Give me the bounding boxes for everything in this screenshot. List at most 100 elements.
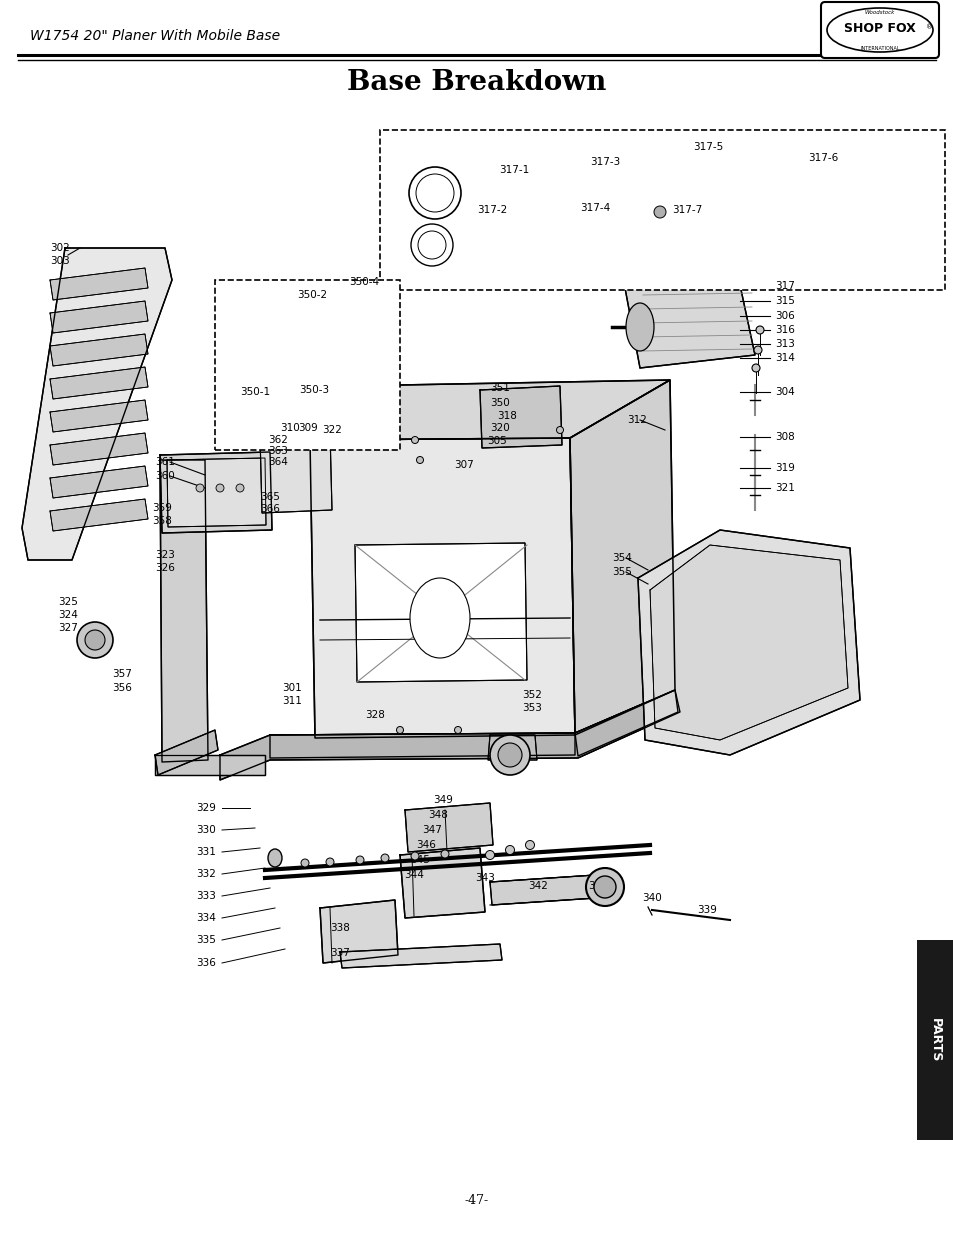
Text: 362: 362: [268, 435, 288, 445]
Text: 311: 311: [282, 697, 301, 706]
Polygon shape: [638, 530, 859, 755]
Polygon shape: [160, 459, 208, 762]
Text: 317-6: 317-6: [807, 153, 838, 163]
FancyBboxPatch shape: [214, 280, 399, 450]
Polygon shape: [154, 755, 265, 776]
Polygon shape: [339, 944, 501, 968]
Polygon shape: [647, 144, 687, 180]
Text: 314: 314: [774, 353, 794, 363]
Ellipse shape: [594, 876, 616, 898]
Ellipse shape: [301, 860, 309, 867]
Polygon shape: [778, 144, 829, 191]
Text: 353: 353: [521, 703, 541, 713]
Text: 324: 324: [58, 610, 78, 620]
Text: 359: 359: [152, 503, 172, 513]
Text: 326: 326: [154, 563, 174, 573]
Text: 361: 361: [154, 457, 174, 467]
Text: 342: 342: [527, 881, 547, 890]
Ellipse shape: [485, 851, 494, 860]
Text: 340: 340: [641, 893, 661, 903]
Polygon shape: [479, 387, 561, 448]
Text: 329: 329: [195, 803, 215, 813]
Text: 344: 344: [403, 869, 423, 881]
Ellipse shape: [440, 850, 449, 858]
Text: 317-1: 317-1: [498, 165, 529, 175]
Polygon shape: [154, 730, 218, 776]
Text: 350: 350: [490, 398, 509, 408]
Ellipse shape: [654, 206, 665, 219]
Text: 343: 343: [475, 873, 495, 883]
Text: Woodstock: Woodstock: [864, 10, 894, 15]
Polygon shape: [310, 380, 669, 440]
Text: INTERNATIONAL: INTERNATIONAL: [860, 46, 899, 51]
Text: 317: 317: [774, 282, 794, 291]
Text: 304: 304: [774, 387, 794, 396]
Text: 346: 346: [416, 840, 436, 850]
Text: 349: 349: [433, 795, 453, 805]
Text: 317-7: 317-7: [671, 205, 701, 215]
Polygon shape: [160, 452, 272, 534]
Text: 351: 351: [490, 383, 509, 393]
Ellipse shape: [85, 630, 105, 650]
Ellipse shape: [505, 846, 514, 855]
Text: PARTS: PARTS: [927, 1018, 941, 1062]
Text: 328: 328: [365, 710, 384, 720]
Text: 335: 335: [195, 935, 215, 945]
Text: 319: 319: [774, 463, 794, 473]
Text: 337: 337: [330, 948, 350, 958]
Ellipse shape: [751, 364, 760, 372]
FancyBboxPatch shape: [379, 130, 944, 290]
Bar: [916, 940, 953, 1140]
Polygon shape: [50, 400, 148, 432]
Polygon shape: [490, 876, 597, 905]
Text: 363: 363: [268, 446, 288, 456]
Text: W1754 20" Planer With Mobile Base: W1754 20" Planer With Mobile Base: [30, 28, 280, 43]
Text: -47-: -47-: [464, 1193, 489, 1207]
Ellipse shape: [77, 622, 112, 658]
Text: 323: 323: [154, 550, 174, 559]
Text: 331: 331: [195, 847, 215, 857]
Polygon shape: [294, 293, 314, 352]
Polygon shape: [50, 301, 148, 333]
Text: 354: 354: [612, 553, 631, 563]
Text: 322: 322: [322, 425, 341, 435]
Polygon shape: [355, 543, 526, 682]
Ellipse shape: [411, 852, 418, 860]
Ellipse shape: [235, 484, 244, 492]
Text: 317-4: 317-4: [579, 203, 610, 212]
Text: 332: 332: [195, 869, 215, 879]
Text: 308: 308: [774, 432, 794, 442]
Text: 350-2: 350-2: [296, 290, 327, 300]
Ellipse shape: [396, 726, 403, 734]
Text: 364: 364: [268, 457, 288, 467]
Text: 306: 306: [774, 311, 794, 321]
Text: 307: 307: [454, 459, 474, 471]
Polygon shape: [50, 433, 148, 466]
Text: 327: 327: [58, 622, 78, 634]
Polygon shape: [22, 248, 172, 559]
Polygon shape: [50, 367, 148, 399]
Text: 309: 309: [297, 424, 317, 433]
Text: SHOP FOX: SHOP FOX: [843, 22, 915, 36]
Polygon shape: [310, 438, 575, 739]
Text: 365: 365: [260, 492, 279, 501]
Ellipse shape: [753, 346, 761, 354]
Text: 356: 356: [112, 683, 132, 693]
Text: 305: 305: [486, 436, 506, 446]
Polygon shape: [399, 848, 484, 918]
Text: 303: 303: [50, 256, 70, 266]
Polygon shape: [50, 499, 148, 531]
Polygon shape: [50, 466, 148, 498]
Polygon shape: [270, 734, 575, 758]
Ellipse shape: [525, 841, 534, 850]
Text: 334: 334: [195, 913, 215, 923]
Text: 317-3: 317-3: [589, 157, 619, 167]
Polygon shape: [488, 735, 537, 760]
Ellipse shape: [556, 426, 563, 433]
Text: 315: 315: [774, 296, 794, 306]
Text: 313: 313: [774, 338, 794, 350]
Ellipse shape: [585, 868, 623, 906]
Ellipse shape: [454, 726, 461, 734]
Polygon shape: [647, 195, 681, 224]
Text: 321: 321: [774, 483, 794, 493]
